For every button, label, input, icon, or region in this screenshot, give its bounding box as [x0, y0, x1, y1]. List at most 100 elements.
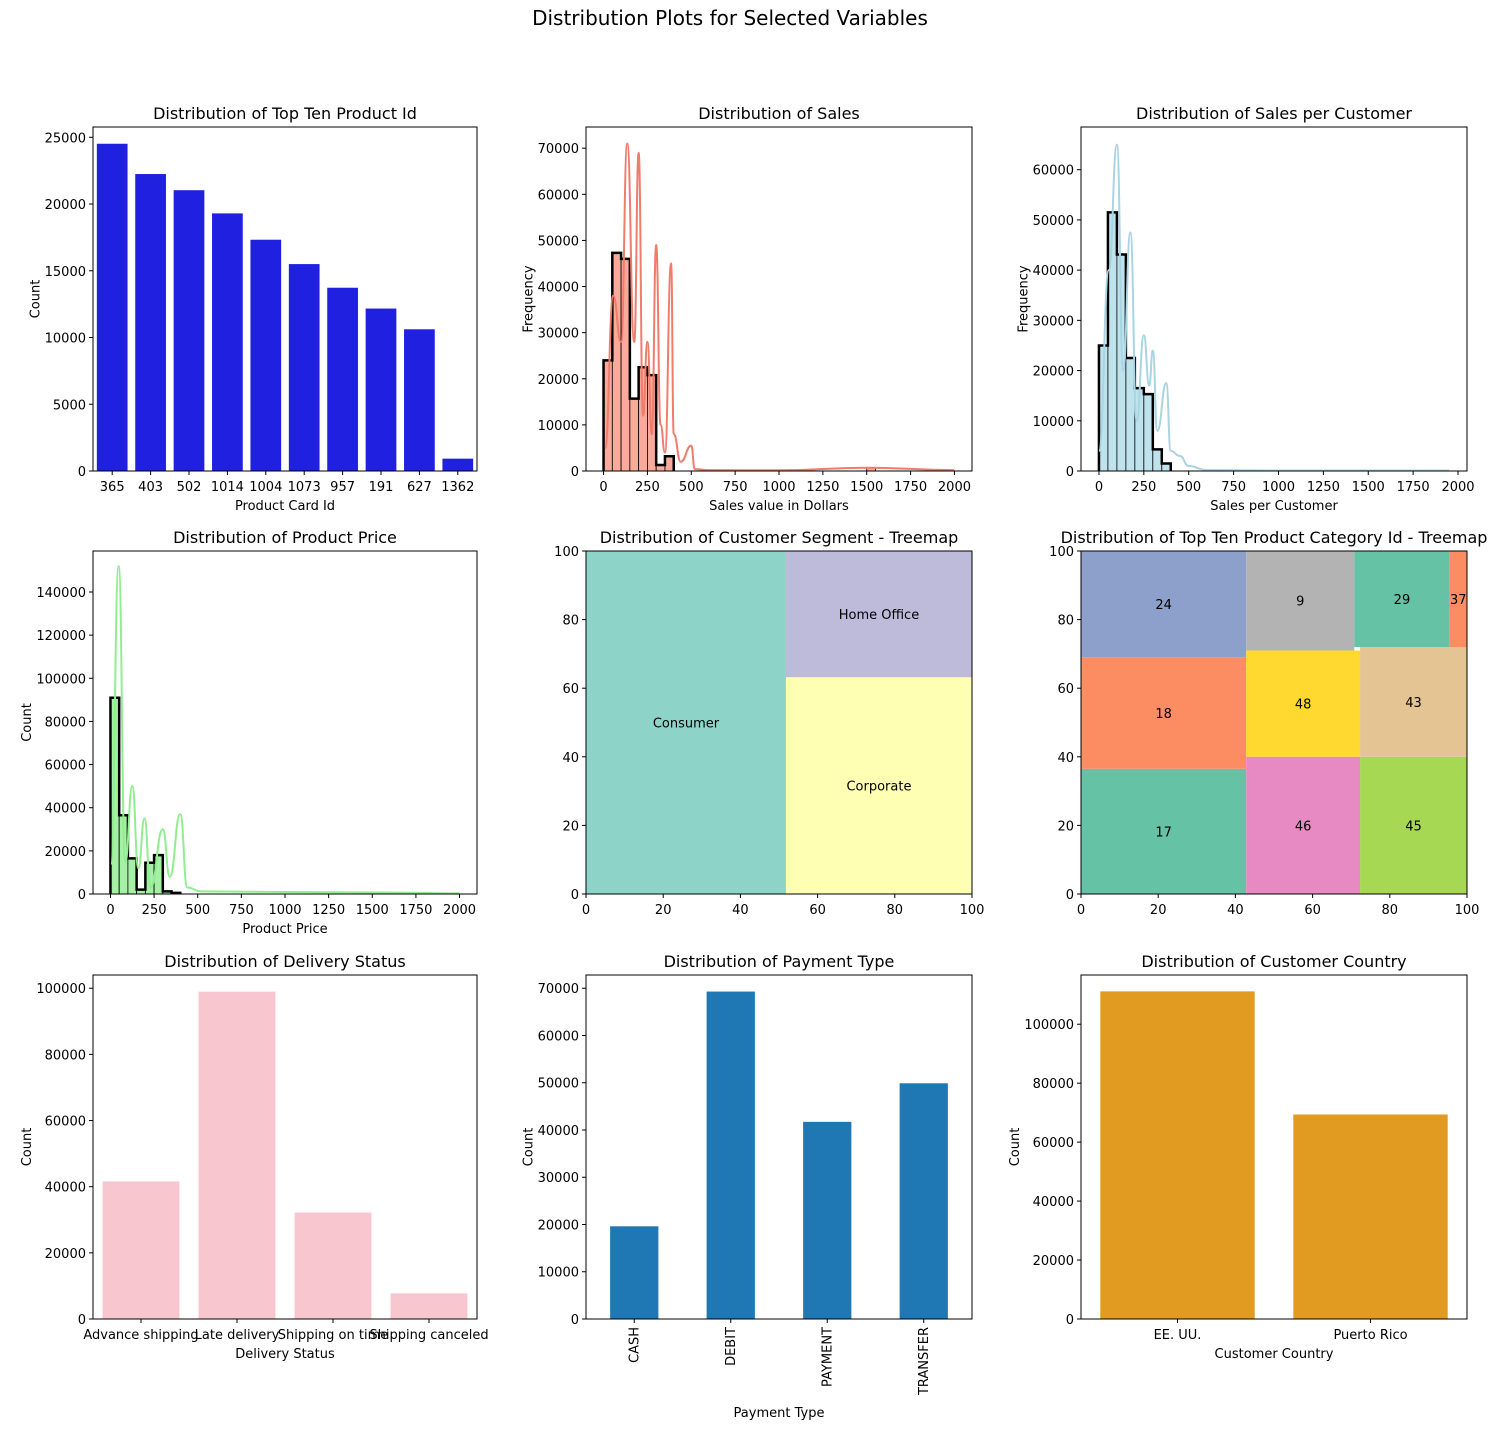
x-tick-label: 1250 [312, 903, 345, 918]
x-tick-label: 1014 [211, 480, 244, 495]
treemap-tile [586, 551, 786, 894]
x-tick-label: 80 [1382, 903, 1399, 918]
hist-bar [1143, 393, 1154, 472]
x-tick-label: 0 [582, 903, 590, 918]
bar [365, 308, 397, 471]
bar [96, 143, 128, 471]
x-tick-label: TRANSFER [917, 1327, 932, 1396]
y-tick-label: 20000 [45, 845, 86, 860]
y-axis-label: Count [522, 1128, 537, 1167]
treemap-tile [785, 551, 972, 678]
y-tick-label: 120000 [36, 629, 86, 644]
y-tick-label: 5000 [53, 398, 86, 413]
axes-frame [585, 974, 973, 1320]
x-tick-label: 1000 [1262, 480, 1295, 495]
x-tick-label: 1000 [762, 480, 795, 495]
bar [404, 329, 435, 471]
treemap-label: Home Office [839, 608, 919, 623]
y-tick-label: 0 [571, 465, 579, 480]
y-tick-label: 30000 [1033, 314, 1074, 329]
bar [327, 287, 358, 471]
bar [212, 213, 243, 471]
y-tick-label: 40 [562, 751, 579, 766]
y-tick-label: 0 [1066, 888, 1074, 903]
y-tick-label: 50000 [538, 1077, 579, 1092]
bar [706, 991, 755, 1319]
kde-line [109, 565, 460, 895]
x-tick-label: 750 [723, 480, 748, 495]
y-axis-label: Frequency [522, 265, 537, 332]
treemap-tile [785, 677, 972, 894]
x-tick-label: 1500 [850, 480, 883, 495]
treemap-tile [1360, 756, 1467, 894]
treemap-label: 24 [1155, 598, 1172, 613]
bar [1100, 991, 1255, 1319]
y-tick-label: 100000 [36, 672, 86, 687]
x-tick-label: 1500 [356, 903, 389, 918]
panel-sales-per-customer: Distribution of Sales per Customer 0 250 50… [1017, 104, 1475, 514]
hist-bar [127, 858, 138, 895]
y-tick-label: 80000 [45, 1048, 86, 1063]
y-tick-label: 60000 [1033, 164, 1074, 179]
y-tick-label: 40000 [538, 1124, 579, 1139]
x-tick-label: 365 [100, 480, 125, 495]
y-tick-label: 0 [571, 1313, 579, 1328]
treemap-tile [1246, 551, 1355, 651]
panel-title: Distribution of Sales [698, 104, 860, 123]
x-tick-label: 1750 [894, 480, 927, 495]
hist-bar [664, 455, 675, 472]
x-tick-label: 1750 [399, 903, 432, 918]
panel-title: Distribution of Top Ten Product Id [153, 104, 417, 123]
x-tick-label: 500 [1176, 480, 1201, 495]
x-axis-label: Product Card Id [235, 499, 335, 514]
y-tick-label: 80000 [45, 715, 86, 730]
x-tick-label: 1250 [806, 480, 839, 495]
axes-frame [1080, 974, 1468, 1320]
kde-line [1097, 143, 1450, 472]
bar [102, 1181, 180, 1319]
y-tick-label: 40000 [1033, 1195, 1074, 1210]
y-tick-label: 100000 [36, 982, 86, 997]
x-tick-label: Shipping on time [278, 1328, 389, 1343]
hist-outline [602, 251, 675, 471]
hist-bar [611, 252, 622, 472]
treemap-label: 46 [1295, 819, 1312, 834]
panel-top-product-id: Distribution of Top Ten Product Id 365 403… [29, 104, 478, 514]
x-tick-label: Advance shipping [83, 1328, 198, 1343]
x-tick-label: 0 [599, 480, 607, 495]
x-tick-label: 2000 [1441, 480, 1474, 495]
bar [442, 458, 474, 471]
y-tick-label: 80000 [1033, 1077, 1074, 1092]
treemap-label: 29 [1394, 593, 1411, 608]
y-axis-label: Count [20, 1128, 35, 1167]
x-tick-label: 500 [185, 903, 210, 918]
bar [1293, 1114, 1448, 1319]
y-tick-label: 80 [1057, 614, 1074, 629]
y-tick-label: 50000 [538, 234, 579, 249]
x-tick-label: 40 [732, 903, 749, 918]
y-tick-label: 70000 [538, 142, 579, 157]
treemap-tile [1360, 647, 1467, 757]
hist-bar [629, 398, 640, 472]
panel-product-category-id: Distribution of Top Ten Product Category… [1049, 528, 1487, 918]
y-tick-label: 0 [78, 465, 86, 480]
y-tick-label: 60000 [45, 759, 86, 774]
bar [610, 1226, 659, 1319]
hist-bar [1152, 449, 1163, 472]
x-tick-label: 403 [138, 480, 163, 495]
treemap-label: 48 [1295, 698, 1312, 713]
x-tick-label: 1073 [288, 480, 321, 495]
y-tick-label: 20 [562, 819, 579, 834]
treemap-label: Corporate [846, 780, 911, 795]
y-tick-label: 0 [1066, 465, 1074, 480]
y-tick-label: 60000 [45, 1115, 86, 1130]
panel-customer-country: Distribution of Customer Country EE. UU. P… [1008, 952, 1468, 1362]
axes-frame [92, 550, 478, 895]
axes-frame [585, 126, 973, 472]
y-tick-label: 100 [1049, 545, 1074, 560]
x-tick-label: 1000 [268, 903, 301, 918]
x-tick-label: 0 [1077, 903, 1085, 918]
y-tick-label: 0 [78, 1313, 86, 1328]
x-tick-label: 502 [177, 480, 202, 495]
y-tick-label: 20000 [45, 1247, 86, 1262]
